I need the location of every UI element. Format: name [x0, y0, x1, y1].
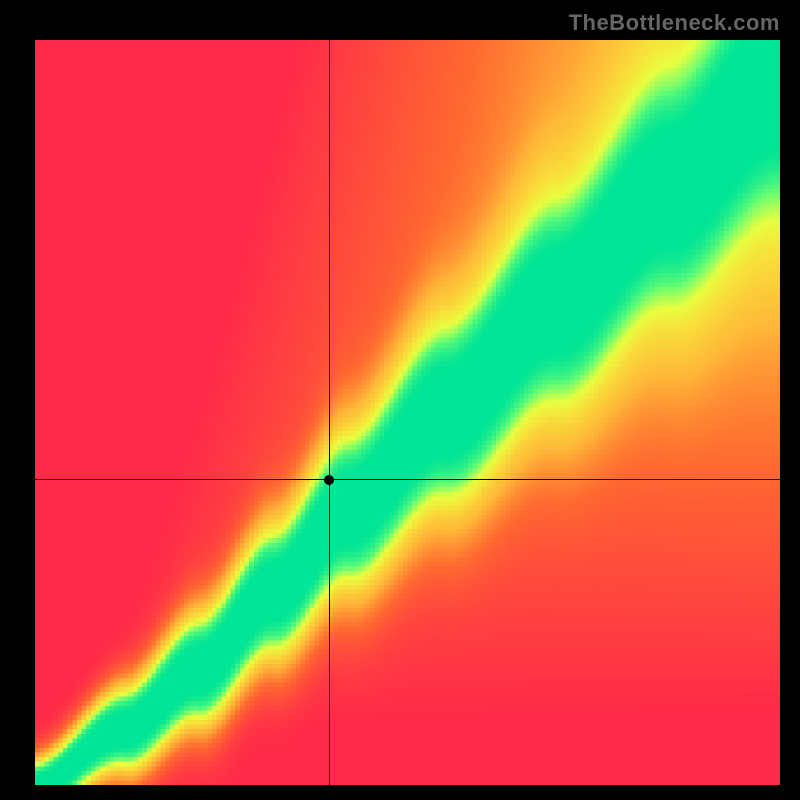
heatmap-canvas	[35, 40, 780, 785]
crosshair-horizontal	[35, 479, 780, 480]
data-point-marker	[324, 475, 334, 485]
heatmap-plot	[35, 40, 780, 785]
watermark-text: TheBottleneck.com	[569, 10, 780, 36]
crosshair-vertical	[329, 40, 330, 785]
